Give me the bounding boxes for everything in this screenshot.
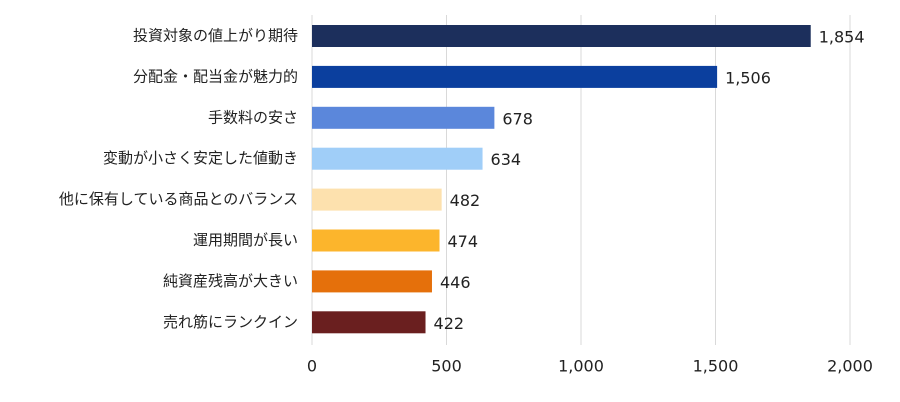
value-label: 1,854 (819, 28, 865, 47)
category-label: 純資産残高が大きい (163, 272, 298, 290)
value-label: 1,506 (725, 68, 771, 87)
bar (312, 65, 718, 88)
bar (312, 311, 426, 334)
bar (312, 229, 440, 252)
bar (312, 188, 442, 211)
category-label: 運用期間が長い (193, 231, 298, 249)
value-label: 446 (440, 273, 471, 292)
x-tick-label: 0 (307, 357, 317, 376)
category-label: 分配金・配当金が魅力的 (133, 67, 298, 85)
value-label: 482 (450, 191, 481, 210)
value-label: 634 (491, 150, 522, 169)
category-label: 変動が小さく安定した値動き (103, 149, 298, 167)
category-label: 投資対象の値上がり期待 (133, 27, 298, 45)
bar (312, 25, 811, 47)
x-tick-label: 2,000 (827, 357, 873, 376)
value-label: 474 (448, 232, 479, 251)
category-label: 売れ筋にランクイン (163, 313, 298, 331)
bar (312, 147, 483, 170)
value-label: 422 (434, 314, 465, 333)
value-label: 678 (502, 109, 533, 128)
bar (312, 270, 432, 293)
x-tick-label: 500 (431, 357, 462, 376)
category-label: 他に保有している商品とのバランス (59, 190, 298, 208)
bar (312, 106, 495, 129)
x-tick-label: 1,500 (693, 357, 739, 376)
x-tick-label: 1,000 (558, 357, 604, 376)
category-label: 手数料の安さ (208, 108, 298, 126)
